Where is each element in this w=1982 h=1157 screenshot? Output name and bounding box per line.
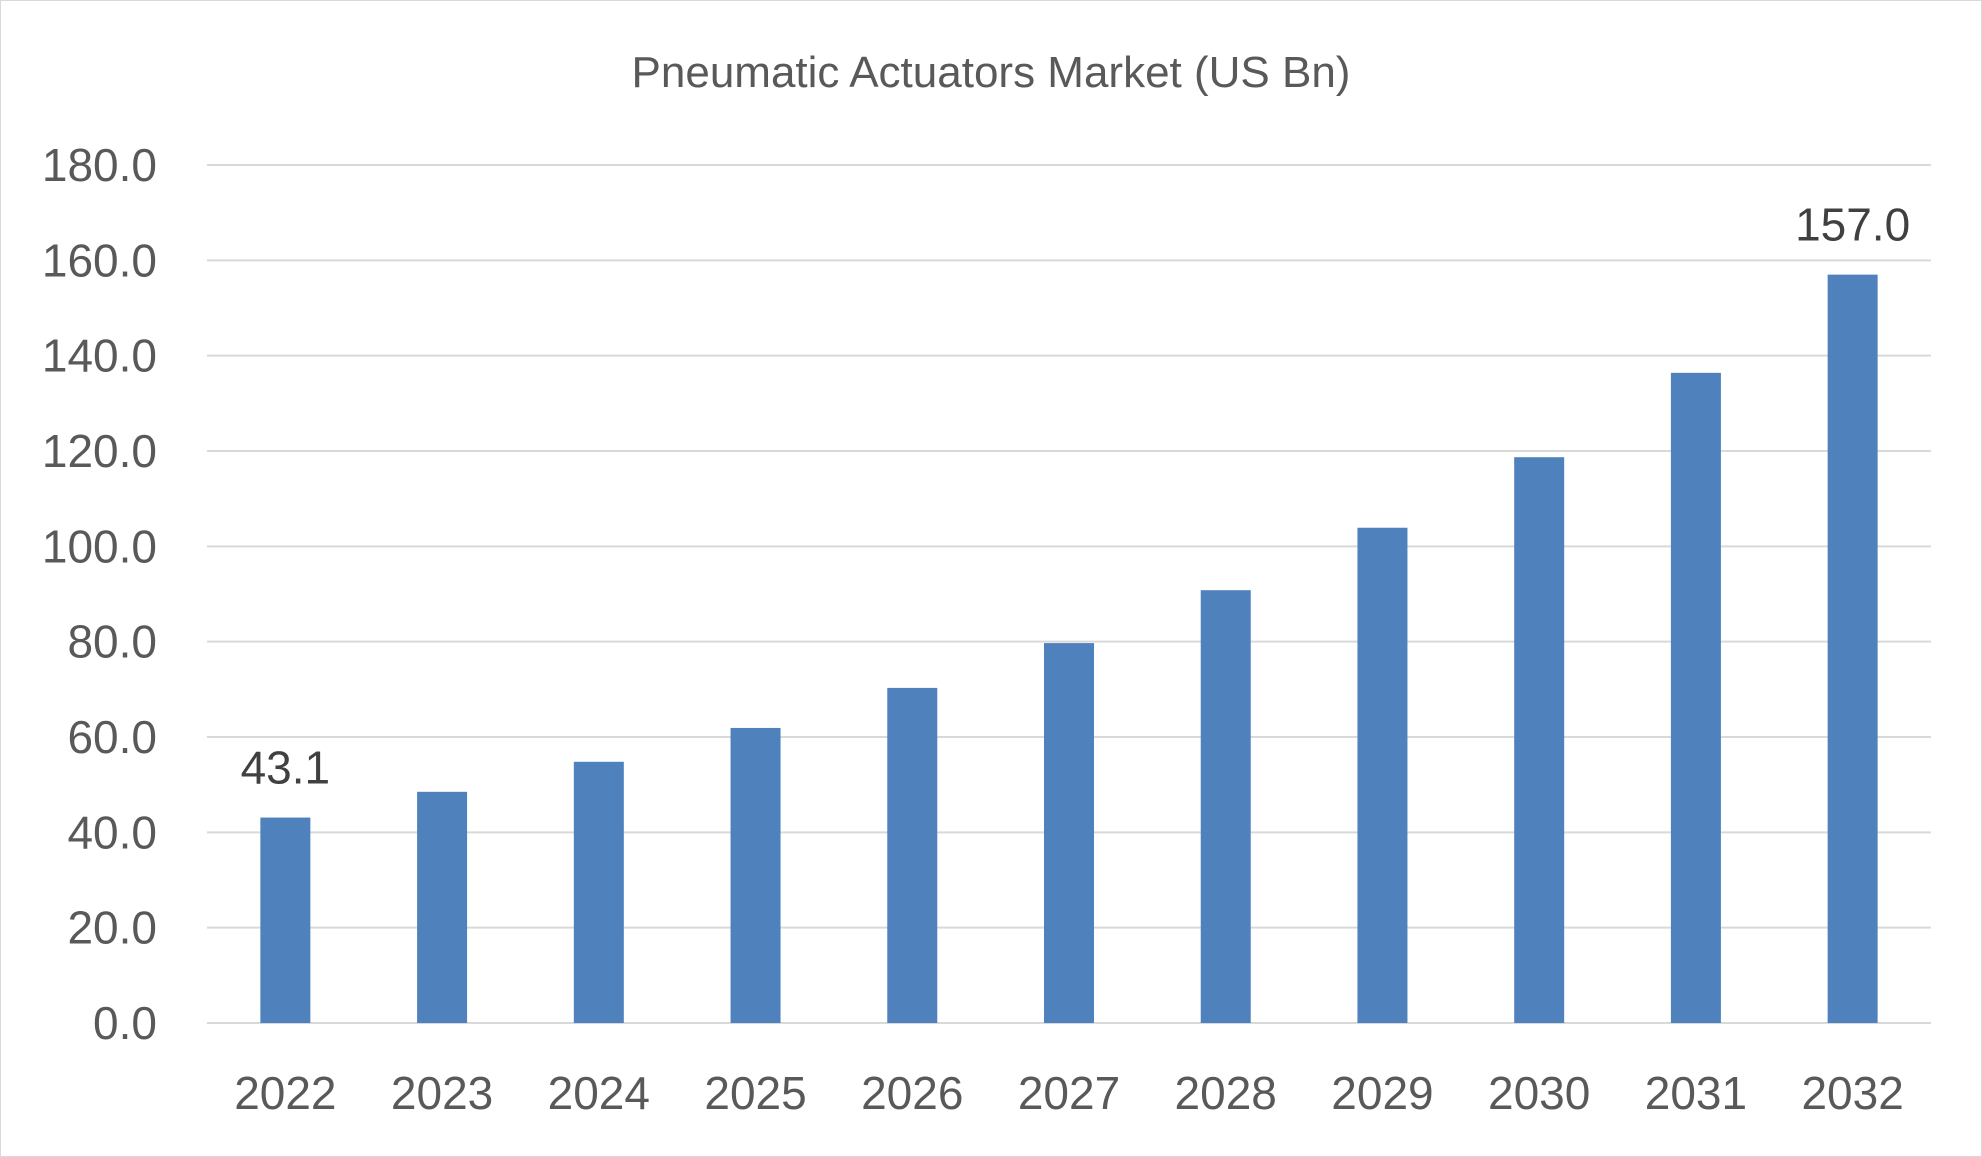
y-tick-label: 140.0 xyxy=(42,330,157,382)
data-label-2022: 43.1 xyxy=(241,742,331,794)
x-tick-label: 2023 xyxy=(391,1067,493,1119)
x-tick-label: 2026 xyxy=(861,1067,963,1119)
y-tick-label: 40.0 xyxy=(67,806,157,858)
x-axis-ticks: 2022 2023 2024 2025 2026 2027 2028 2029 2030 2031… xyxy=(234,1067,1904,1119)
x-tick-label: 2032 xyxy=(1801,1067,1903,1119)
y-tick-label: 60.0 xyxy=(67,711,157,763)
bar-2025 xyxy=(730,727,781,1023)
x-tick-label: 2025 xyxy=(704,1067,806,1119)
chart-title: Pneumatic Actuators Market (US Bn) xyxy=(632,48,1351,97)
x-tick-label: 2022 xyxy=(234,1067,336,1119)
bar-2031 xyxy=(1670,372,1721,1023)
bars xyxy=(260,274,1878,1024)
gridlines xyxy=(207,164,1931,1024)
x-tick-label: 2029 xyxy=(1331,1067,1433,1119)
bar-2027 xyxy=(1044,643,1094,1023)
x-tick-label: 2024 xyxy=(548,1067,650,1119)
bar-2029 xyxy=(1357,527,1408,1023)
bar-2023 xyxy=(417,791,468,1023)
bar-2028 xyxy=(1200,590,1251,1023)
bar-2032 xyxy=(1827,274,1878,1024)
x-tick-label: 2031 xyxy=(1645,1067,1747,1119)
bar-2024 xyxy=(573,761,624,1023)
y-tick-label: 160.0 xyxy=(42,234,157,286)
bar-2022 xyxy=(260,817,311,1023)
data-labels: 43.1 157.0 xyxy=(241,199,1911,794)
y-tick-label: 20.0 xyxy=(67,902,157,954)
y-tick-label: 180.0 xyxy=(42,139,157,191)
y-tick-label: 120.0 xyxy=(42,425,157,477)
y-tick-label: 80.0 xyxy=(67,616,157,668)
x-tick-label: 2028 xyxy=(1175,1067,1277,1119)
y-tick-label: 0.0 xyxy=(93,997,157,1049)
bar-2026 xyxy=(887,687,938,1023)
x-tick-label: 2030 xyxy=(1488,1067,1590,1119)
y-tick-label: 100.0 xyxy=(42,520,157,572)
bar-2030 xyxy=(1514,457,1565,1023)
x-tick-label: 2027 xyxy=(1018,1067,1120,1119)
data-label-2032: 157.0 xyxy=(1795,199,1910,251)
y-axis-ticks: 0.0 20.0 40.0 60.0 80.0 100.0 120.0 140.0 160.0 1… xyxy=(42,139,157,1049)
